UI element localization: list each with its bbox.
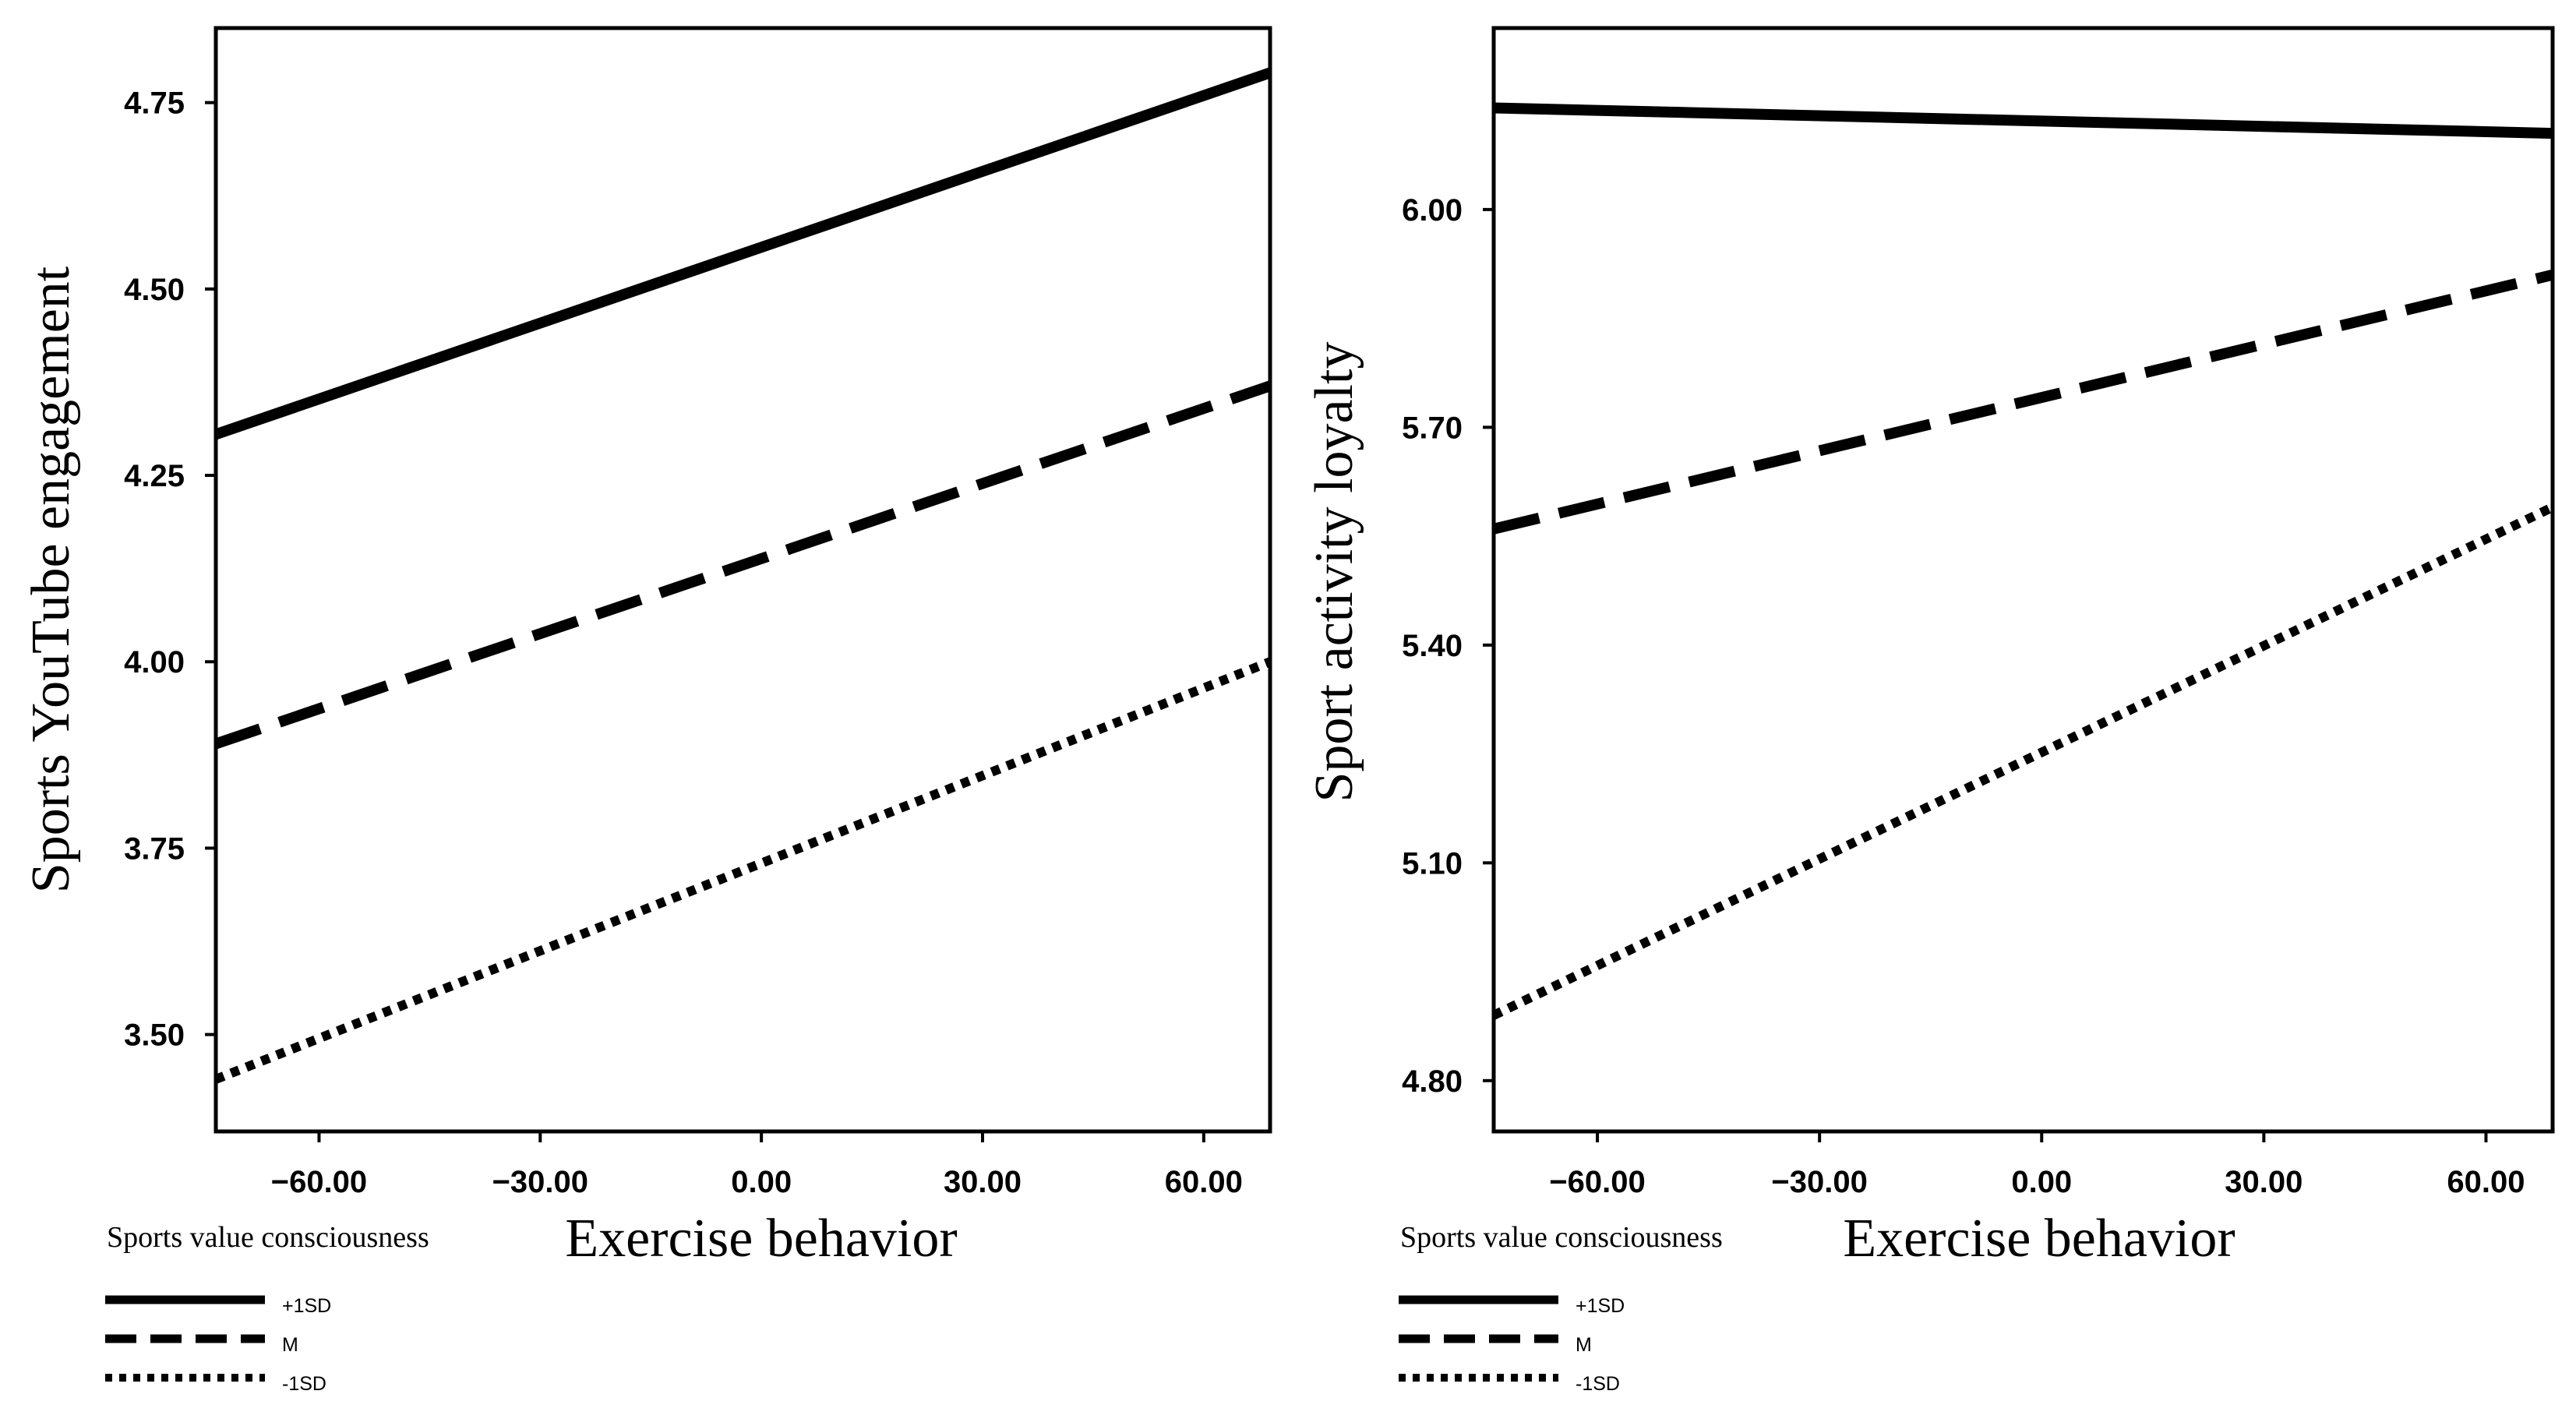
y-tick-label: 3.75: [124, 831, 185, 866]
y-tick-label: 4.75: [124, 86, 185, 121]
x-tick-label: −30.00: [492, 1165, 588, 1199]
x-tick-label: 30.00: [944, 1165, 1022, 1199]
chart-panel-2: −60.00 −30.00 0.00 30.00 60.00 4.80 5.10 5.40 5.…: [1304, 26, 2555, 1395]
x-tick-label: 60.00: [2447, 1165, 2525, 1199]
series-line-plus1sd: [216, 67, 1270, 440]
y-tick-label: 4.80: [1402, 1064, 1463, 1099]
y-tick-label: 5.10: [1402, 846, 1463, 881]
legend-label: +1SD: [1576, 1295, 1625, 1317]
legend: Sports value consciousness +1SD M -1SD: [1399, 1221, 1723, 1395]
y-tick-label: 4.25: [124, 459, 185, 493]
y-axis-title: Sports YouTube engagement: [21, 266, 81, 893]
x-tick-label: −30.00: [1771, 1165, 1867, 1199]
y-tick-label: 4.50: [124, 273, 185, 307]
series-line-m: [1494, 269, 2553, 535]
x-axis-title: Exercise behavior: [1843, 1209, 2235, 1269]
x-tick-label: 0.00: [731, 1165, 792, 1199]
legend-label: M: [1576, 1334, 1592, 1356]
series-line-minus1sd: [216, 657, 1270, 1084]
y-tick-label: 6.00: [1402, 193, 1463, 228]
series-group: [216, 67, 1270, 1084]
legend-title: Sports value consciousness: [107, 1221, 429, 1254]
x-tick-label: 30.00: [2225, 1165, 2303, 1199]
legend: Sports value consciousness +1SD M -1SD: [105, 1221, 429, 1395]
legend-label: -1SD: [282, 1373, 326, 1395]
legend-label: M: [282, 1334, 298, 1356]
x-tick-label: 60.00: [1165, 1165, 1243, 1199]
y-tick-label: 5.70: [1402, 411, 1463, 445]
legend-label: +1SD: [282, 1295, 331, 1317]
x-axis-title: Exercise behavior: [565, 1209, 957, 1269]
series-line-m: [216, 380, 1270, 750]
y-axis-title: Sport activity loyalty: [1304, 341, 1364, 802]
legend-title: Sports value consciousness: [1400, 1221, 1723, 1254]
x-tick-label: −60.00: [271, 1165, 367, 1199]
x-tick-label: 0.00: [2011, 1165, 2072, 1199]
plot-frame: [213, 26, 1272, 1134]
plot-frame: [1491, 26, 2555, 1134]
x-tick-label: −60.00: [1549, 1165, 1645, 1199]
y-tick-label: 3.50: [124, 1018, 185, 1053]
series-line-minus1sd: [1494, 503, 2553, 1020]
legend-label: -1SD: [1576, 1373, 1620, 1395]
series-group: [1494, 102, 2553, 1020]
chart-panel-1: −60.00 −30.00 0.00 30.00 60.00 3.50 3.75 4.00 4.…: [21, 26, 1272, 1395]
series-line-plus1sd: [1494, 102, 2553, 139]
y-tick-label: 5.40: [1402, 629, 1463, 663]
y-tick-label: 4.00: [124, 645, 185, 679]
